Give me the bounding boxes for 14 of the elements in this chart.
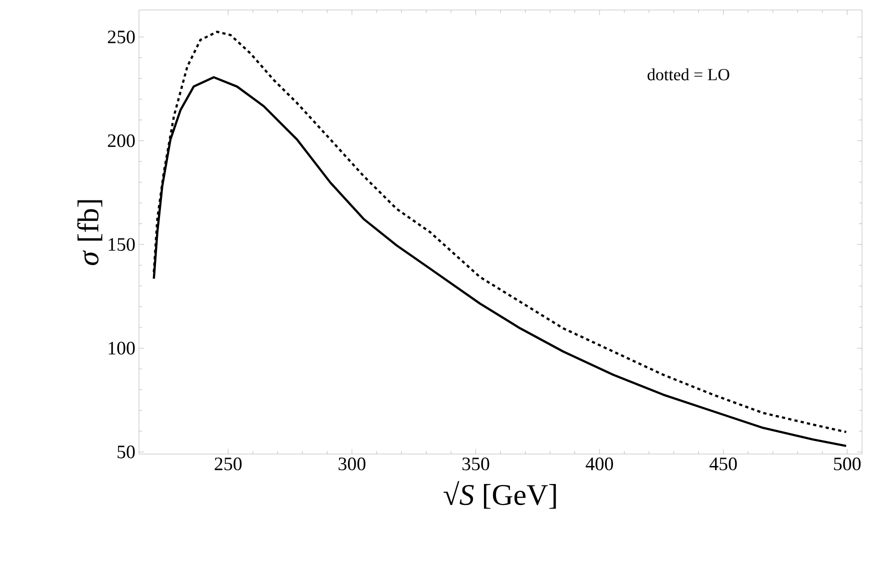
- y-tick-label: 200: [108, 134, 135, 148]
- x-axis-title: √S [GeV]: [444, 481, 556, 509]
- x-tick-label: 300: [338, 458, 366, 470]
- x-tick-label: 450: [710, 458, 737, 470]
- y-tick-label: 250: [108, 30, 135, 44]
- y-tick-label: 50: [118, 446, 135, 458]
- y-tick-label: 100: [108, 342, 135, 355]
- x-tick-label: 250: [214, 458, 242, 470]
- y-axis-title: σ [fb]: [77, 200, 102, 266]
- x-tick-label: 500: [834, 458, 861, 470]
- annotation: dotted = LO: [648, 68, 730, 80]
- x-tick-label: 350: [462, 458, 490, 470]
- y-tick-label: 150: [108, 238, 135, 251]
- x-tick-label: 400: [586, 458, 614, 470]
